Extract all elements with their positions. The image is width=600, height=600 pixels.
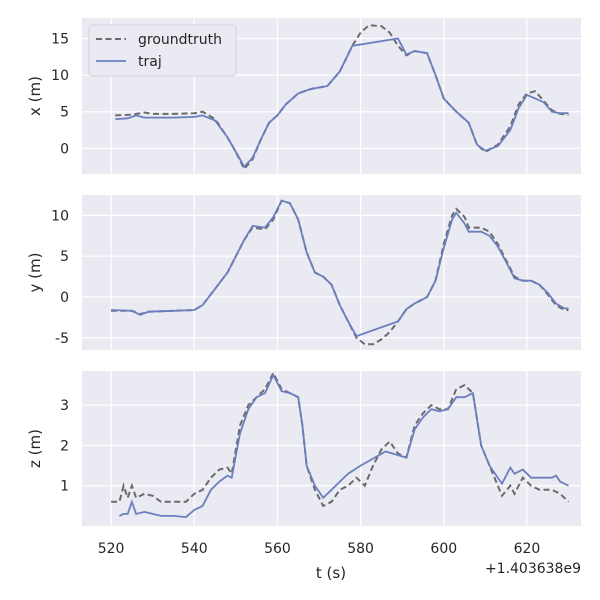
legend: groundtruth traj: [88, 24, 237, 77]
panels: 0 5 10 15 x (m) groundtruth traj -5 0 5 10 y (m) 1 2 3…: [26, 18, 581, 557]
y-tick-label: 5: [60, 105, 69, 121]
y-tick-label: 10: [51, 68, 69, 84]
y-tick-label: 10: [51, 208, 69, 224]
x-axis-offset-label: +1.403638e9: [485, 561, 581, 577]
y-tick-label: 5: [60, 249, 69, 265]
legend-box: [88, 24, 237, 77]
legend-label-traj: traj: [138, 54, 162, 70]
x-tick-label: 540: [181, 541, 208, 557]
y-tick-label: 0: [60, 290, 69, 306]
y-axis-label: z (m): [26, 429, 44, 468]
series-groundtruth: [111, 371, 570, 508]
panel-2: -5 0 5 10 y (m): [26, 195, 581, 350]
x-axis-label: t (s): [316, 564, 346, 582]
x-tick-label: 600: [430, 541, 457, 557]
y-tick-label: 2: [60, 438, 69, 454]
series-traj: [119, 372, 569, 519]
y-axis-label: x (m): [26, 76, 44, 116]
y-tick-label: 1: [60, 479, 69, 495]
panel-3: 1 2 3 z (m) 520 540 560 580 600 620: [26, 371, 581, 557]
y-tick-label: 0: [60, 141, 69, 157]
series-traj: [111, 199, 569, 338]
x-tick-label: 520: [98, 541, 125, 557]
series-traj: [115, 37, 569, 169]
y-axis-label: y (m): [26, 253, 44, 293]
y-tick-label: 3: [60, 398, 69, 414]
x-tick-label: 580: [347, 541, 374, 557]
x-tick-label: 620: [514, 541, 541, 557]
plot-background: [82, 195, 581, 350]
y-tick-label: 15: [51, 32, 69, 48]
legend-label-groundtruth: groundtruth: [138, 32, 222, 48]
x-tick-label: 560: [264, 541, 291, 557]
panel-1: 0 5 10 15 x (m) groundtruth traj: [26, 18, 581, 174]
y-tick-label: -5: [55, 331, 69, 347]
